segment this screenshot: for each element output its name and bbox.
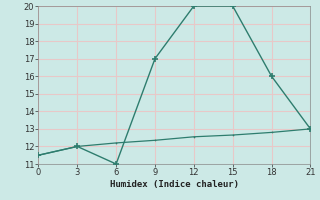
X-axis label: Humidex (Indice chaleur): Humidex (Indice chaleur)	[110, 180, 239, 189]
